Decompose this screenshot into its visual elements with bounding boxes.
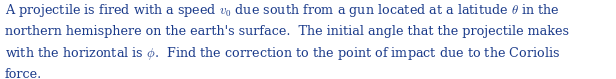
Text: A projectile is fired with a speed $v_0$ due south from a gun located at a latit: A projectile is fired with a speed $v_0$… [5,2,569,79]
